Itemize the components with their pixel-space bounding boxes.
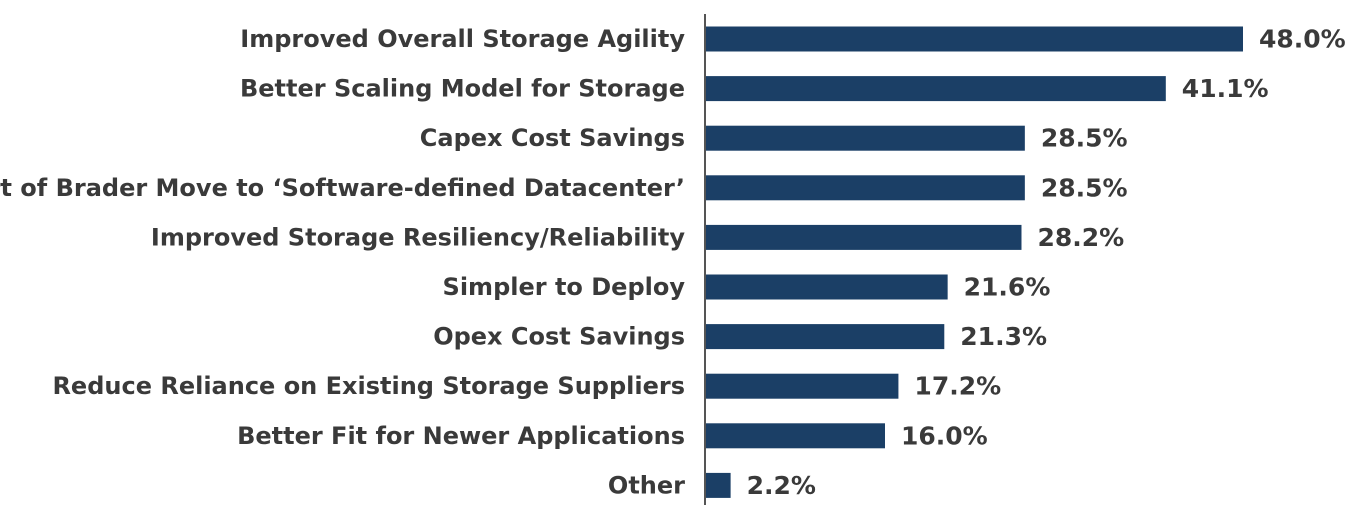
category-label: Opex Cost Savings — [433, 323, 685, 351]
bar-4 — [706, 175, 1025, 201]
value-label: 28.2% — [1037, 223, 1124, 252]
category-label: Improved Storage Resiliency/Reliability — [151, 223, 685, 251]
category-label: Other — [608, 471, 685, 499]
value-label: 16.0% — [901, 421, 988, 450]
bar-9 — [706, 423, 885, 449]
value-label: 48.0% — [1259, 25, 1346, 54]
bar-10 — [706, 472, 731, 498]
category-label: Improved Overall Storage Agility — [240, 25, 685, 53]
value-label: 17.2% — [914, 372, 1001, 401]
bar-7 — [706, 324, 945, 350]
bar-1 — [706, 26, 1243, 52]
category-label: Simpler to Deploy — [443, 273, 686, 301]
category-label: Part of Brader Move to ‘Software-defined… — [0, 174, 685, 202]
category-label: Better Fit for Newer Applications — [237, 422, 685, 450]
value-label: 21.3% — [960, 322, 1047, 351]
bars — [706, 26, 1243, 498]
bar-6 — [706, 274, 948, 300]
bar-3 — [706, 125, 1025, 151]
bar-2 — [706, 76, 1166, 102]
category-label: Capex Cost Savings — [420, 124, 685, 152]
value-label: 21.6% — [964, 273, 1051, 302]
category-label: Better Scaling Model for Storage — [240, 75, 685, 103]
category-label: Reduce Reliance on Existing Storage Supp… — [52, 372, 685, 400]
value-label: 41.1% — [1182, 74, 1269, 103]
value-label: 28.5% — [1041, 173, 1128, 202]
category-labels: Improved Overall Storage Agility Better S… — [0, 25, 685, 499]
value-labels: 48.0% 41.1% 28.5% 28.5% 28.2% 21.6% 21.3% 17.2%… — [747, 25, 1346, 500]
value-label: 2.2% — [747, 471, 816, 500]
bar-8 — [706, 373, 899, 399]
bar-5 — [706, 224, 1022, 250]
value-label: 28.5% — [1041, 124, 1128, 153]
